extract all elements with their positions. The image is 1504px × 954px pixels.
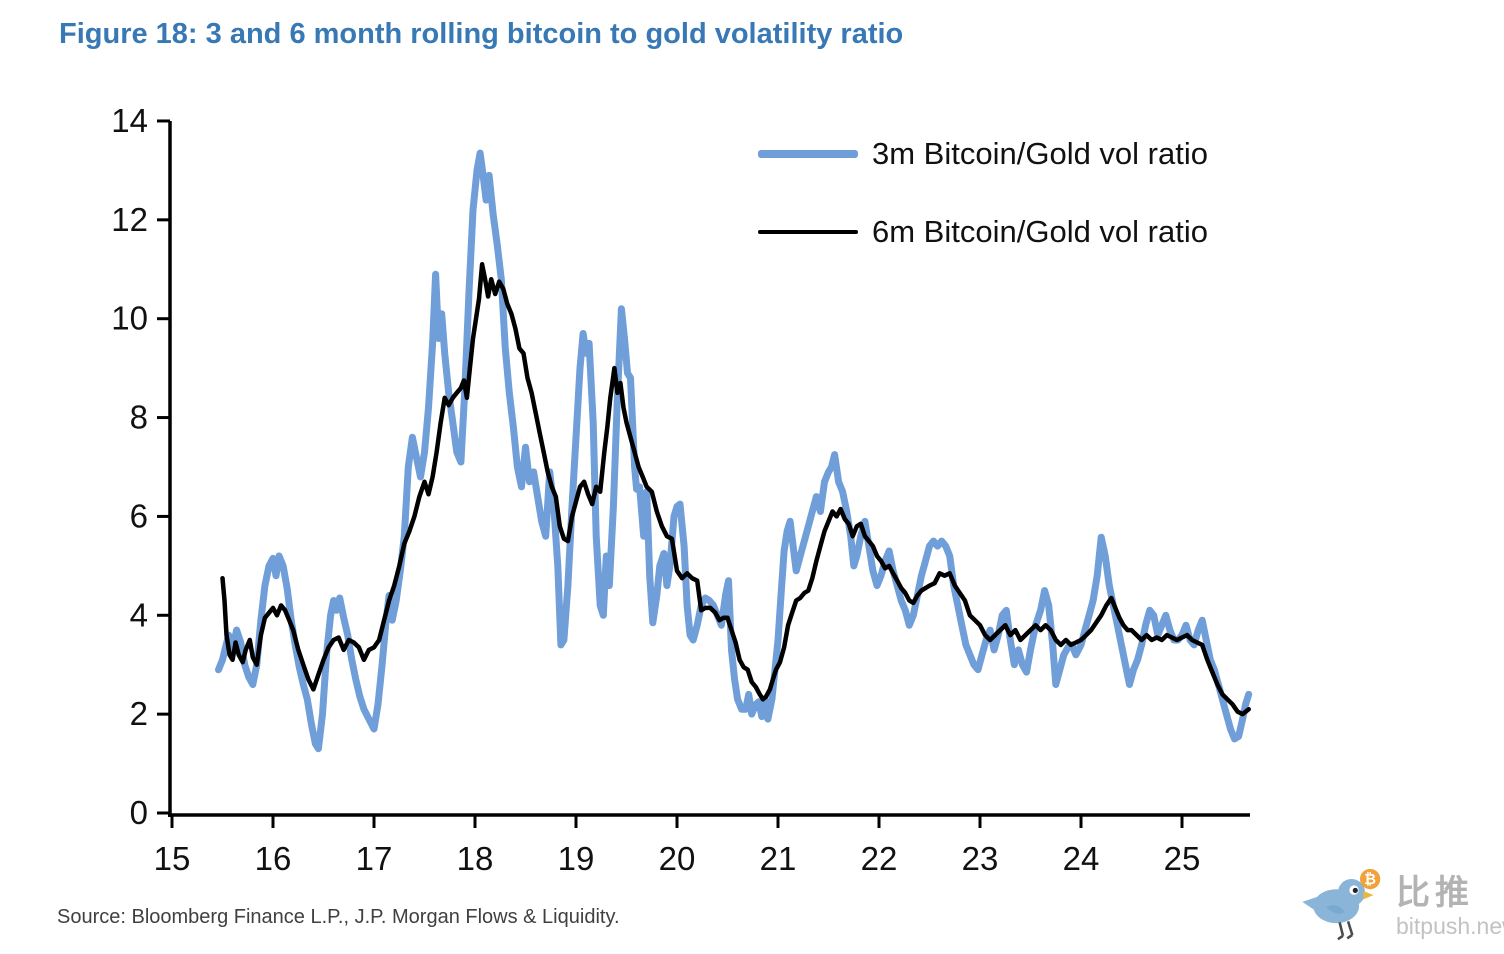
y-tick-label: 6 xyxy=(130,497,148,534)
x-tick-label: 24 xyxy=(1063,840,1100,877)
x-tick-label: 21 xyxy=(760,840,797,877)
legend-row-6m: 6m Bitcoin/Gold vol ratio xyxy=(758,204,1208,259)
svg-text:₿: ₿ xyxy=(1364,872,1376,888)
watermark-text: 比推 bitpush.news xyxy=(1396,873,1504,940)
x-tick-label: 15 xyxy=(154,840,191,877)
series-line-6m xyxy=(220,262,1251,717)
y-tick-label: 8 xyxy=(130,399,148,436)
bitpush-watermark: ₿ 比推 bitpush.news xyxy=(1300,868,1504,946)
bitpush-bird-icon: ₿ xyxy=(1302,868,1381,941)
chart-legend: 3m Bitcoin/Gold vol ratio 6m Bitcoin/Gol… xyxy=(758,126,1208,282)
bitcoin-coin-icon xyxy=(1359,868,1381,890)
watermark-cn-label: 比推 xyxy=(1396,873,1474,912)
y-tick-label: 12 xyxy=(111,201,148,238)
series-line-3m xyxy=(215,149,1253,753)
legend-label-3m: 3m Bitcoin/Gold vol ratio xyxy=(872,135,1208,171)
y-tick-label: 10 xyxy=(111,300,148,337)
figure-title: Figure 18: 3 and 6 month rolling bitcoin… xyxy=(59,18,904,50)
x-tick-label: 23 xyxy=(962,840,999,877)
x-tick-label: 22 xyxy=(861,840,898,877)
legend-swatch-3m-line xyxy=(758,149,858,158)
source-note: Source: Bloomberg Finance L.P., J.P. Mor… xyxy=(57,906,620,928)
x-tick-label: 18 xyxy=(457,840,494,877)
x-tick-label: 17 xyxy=(356,840,393,877)
y-tick-label: 14 xyxy=(111,102,148,139)
legend-label-6m: 6m Bitcoin/Gold vol ratio xyxy=(872,213,1208,249)
x-tick-label: 20 xyxy=(659,840,696,877)
x-tick-label: 16 xyxy=(255,840,292,877)
y-tick-label: 2 xyxy=(130,695,148,732)
legend-row-3m: 3m Bitcoin/Gold vol ratio xyxy=(758,126,1208,181)
watermark-domain-label: bitpush.news xyxy=(1396,913,1504,940)
y-tick-label: 0 xyxy=(130,794,148,831)
x-tick-label: 25 xyxy=(1164,840,1201,877)
y-tick-label: 4 xyxy=(130,596,148,633)
x-tick-label: 19 xyxy=(558,840,595,877)
legend-swatch-6m-line xyxy=(758,229,858,234)
